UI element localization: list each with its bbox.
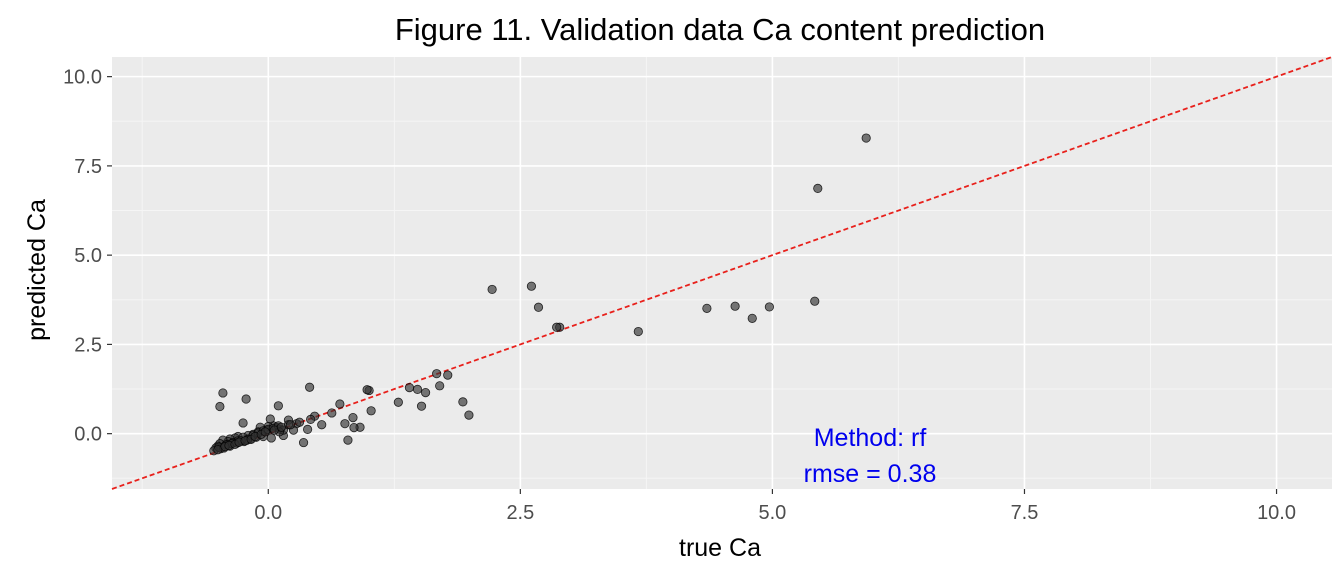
data-point bbox=[730, 301, 740, 311]
data-point bbox=[238, 418, 248, 428]
data-point bbox=[416, 401, 427, 411]
data-point bbox=[861, 133, 871, 143]
data-point bbox=[810, 296, 820, 306]
data-point bbox=[265, 414, 275, 424]
y-axis-label: predicted Ca bbox=[23, 199, 51, 341]
data-point bbox=[273, 401, 283, 411]
data-point bbox=[747, 313, 757, 323]
data-point bbox=[393, 397, 403, 407]
data-point bbox=[276, 422, 286, 432]
data-point bbox=[487, 284, 497, 295]
data-point bbox=[303, 424, 313, 434]
data-point bbox=[764, 302, 774, 312]
data-point bbox=[215, 401, 225, 412]
data-point bbox=[260, 427, 270, 437]
data-point bbox=[348, 412, 358, 423]
data-point bbox=[340, 419, 350, 429]
data-point bbox=[435, 381, 445, 391]
data-point bbox=[298, 437, 309, 448]
data-point bbox=[294, 417, 305, 427]
x-tick-label: 0.0 bbox=[254, 502, 282, 524]
data-point bbox=[432, 369, 442, 379]
data-point bbox=[552, 322, 562, 332]
data-point bbox=[458, 397, 468, 407]
data-point bbox=[633, 326, 643, 337]
data-point bbox=[464, 410, 474, 420]
y-tick-label: 0.0 bbox=[74, 424, 102, 446]
y-tick-label: 2.5 bbox=[74, 334, 102, 356]
data-point bbox=[327, 408, 337, 418]
data-point bbox=[533, 302, 544, 312]
data-point bbox=[335, 399, 345, 409]
data-point bbox=[349, 422, 359, 433]
data-point bbox=[404, 383, 415, 393]
data-point bbox=[443, 370, 453, 380]
data-point bbox=[266, 433, 276, 443]
x-tick-label: 2.5 bbox=[506, 502, 534, 524]
x-tick-label: 10.0 bbox=[1257, 502, 1296, 524]
data-point bbox=[306, 414, 316, 424]
y-tick-label: 7.5 bbox=[74, 156, 102, 178]
y-tick-label: 10.0 bbox=[63, 67, 102, 89]
chart-title: Figure 11. Validation data Ca content pr… bbox=[395, 12, 1045, 47]
data-point bbox=[420, 388, 431, 398]
data-point bbox=[218, 388, 228, 398]
x-tick-label: 5.0 bbox=[759, 502, 787, 524]
data-point bbox=[526, 281, 537, 291]
annotation-rmse: rmse = 0.38 bbox=[804, 460, 937, 488]
data-points bbox=[209, 133, 871, 456]
data-point bbox=[317, 420, 327, 430]
data-point bbox=[702, 303, 712, 313]
x-tick-label: 7.5 bbox=[1011, 502, 1039, 524]
data-point bbox=[362, 385, 372, 395]
data-point bbox=[366, 406, 376, 416]
y-tick-label: 5.0 bbox=[74, 245, 102, 267]
axes: 0.0 2.5 5.0 7.5 10.0 0.0 2.5 5.0 7.5 10.0 bbox=[63, 67, 1296, 524]
data-point bbox=[305, 382, 315, 392]
data-point bbox=[285, 420, 296, 430]
data-point bbox=[241, 394, 251, 404]
data-point bbox=[343, 435, 353, 445]
data-point bbox=[813, 183, 823, 193]
data-point bbox=[412, 384, 423, 394]
annotation-method: Method: rf bbox=[814, 424, 927, 452]
x-axis-label: true Ca bbox=[679, 534, 761, 562]
